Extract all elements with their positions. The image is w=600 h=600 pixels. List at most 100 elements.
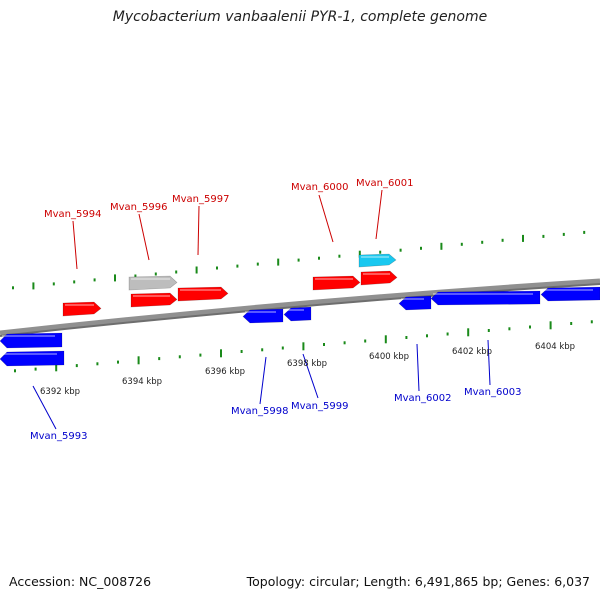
genome-summary-text: Topology: circular; Length: 6,491,865 bp… bbox=[246, 574, 590, 589]
genome-backbone-shadow bbox=[0, 283, 600, 337]
leader-line bbox=[259, 356, 267, 405]
leader-line bbox=[197, 205, 200, 256]
lower-tick-mark bbox=[549, 321, 552, 330]
lower-tick-mark bbox=[343, 341, 346, 345]
upper-tick-mark bbox=[481, 240, 484, 244]
axis-tick-label: 6398 kbp bbox=[287, 359, 327, 369]
gene-name[interactable]: Mvan_6003 bbox=[464, 387, 521, 398]
lower-tick-mark bbox=[75, 364, 78, 368]
gene-label-mvan-5996[interactable]: Mvan_5996 bbox=[110, 202, 167, 261]
gene-arrow-mvan-6003 bbox=[430, 290, 541, 306]
leader-line bbox=[375, 189, 383, 240]
upper-tick-mark bbox=[134, 274, 137, 278]
lower-tick-mark bbox=[323, 343, 325, 346]
gene-label-mvan-6001[interactable]: Mvan_6001 bbox=[356, 178, 413, 240]
lower-tick-mark bbox=[446, 332, 449, 336]
upper-tick-mark bbox=[338, 254, 341, 258]
gene-label-mvan-5993[interactable]: Mvan_5993 bbox=[30, 385, 87, 442]
leader-line bbox=[416, 343, 420, 392]
gene-arrow-mvan-6004 bbox=[540, 286, 600, 302]
upper-tick-mark bbox=[522, 234, 524, 242]
gene-arrow-mvan-6001-highlight bbox=[358, 253, 397, 268]
upper-tick-mark bbox=[216, 266, 218, 270]
gene-name[interactable]: Mvan_5998 bbox=[231, 406, 288, 417]
lower-tick-row bbox=[14, 320, 593, 373]
lower-tick-mark bbox=[96, 362, 99, 366]
upper-tick-mark bbox=[440, 242, 443, 250]
lower-tick-mark bbox=[467, 328, 470, 337]
gene-name[interactable]: Mvan_5994 bbox=[44, 209, 101, 220]
lower-tick-mark bbox=[14, 369, 16, 373]
gene-label-mvan-6003[interactable]: Mvan_6003 bbox=[464, 339, 521, 398]
leader-line bbox=[32, 385, 57, 430]
gene-name[interactable]: Mvan_6002 bbox=[394, 393, 451, 404]
upper-tick-mark bbox=[277, 258, 280, 266]
upper-tick-mark bbox=[256, 262, 259, 266]
lower-tick-mark bbox=[364, 339, 367, 343]
lower-tick-mark bbox=[220, 349, 222, 358]
title: Mycobacterium vanbaalenii PYR-1, complet… bbox=[112, 9, 488, 25]
axis-tick-label: 6402 kbp bbox=[452, 347, 492, 357]
upper-tick-mark bbox=[114, 274, 116, 282]
upper-tick-mark bbox=[93, 278, 96, 282]
gene-arrow-mvan-5993b bbox=[0, 350, 65, 367]
lower-tick-mark bbox=[405, 336, 408, 339]
upper-tick-mark bbox=[542, 234, 545, 238]
gene-name[interactable]: Mvan_6000 bbox=[291, 182, 348, 193]
leader-line bbox=[302, 353, 319, 399]
upper-tick-mark bbox=[175, 270, 178, 274]
gene-name[interactable]: Mvan_5999 bbox=[291, 401, 348, 412]
lower-tick-mark bbox=[426, 334, 428, 338]
lower-tick-mark bbox=[302, 342, 305, 351]
lower-tick-mark bbox=[240, 350, 243, 353]
gene-features bbox=[0, 253, 600, 367]
leader-line bbox=[72, 220, 78, 270]
gene-name[interactable]: Mvan_5993 bbox=[30, 431, 87, 442]
leader-line bbox=[487, 339, 491, 386]
lower-tick-mark bbox=[34, 367, 37, 371]
upper-tick-mark bbox=[236, 264, 239, 268]
upper-tick-mark bbox=[297, 258, 300, 262]
upper-tick-mark bbox=[52, 282, 55, 286]
lower-tick-mark bbox=[570, 322, 573, 325]
gene-label-mvan-5997[interactable]: Mvan_5997 bbox=[172, 194, 229, 256]
gene-labels: Mvan_5993 Mvan_5994 Mvan_5996 Mvan_5997 Mvan… bbox=[30, 178, 521, 442]
upper-tick-mark bbox=[562, 232, 565, 236]
upper-tick-row bbox=[12, 230, 586, 290]
gene-arrow-mvan-6001 bbox=[360, 270, 398, 286]
gene-label-mvan-5999[interactable]: Mvan_5999 bbox=[291, 353, 348, 412]
lower-tick-mark bbox=[281, 346, 284, 350]
gene-label-mvan-6002[interactable]: Mvan_6002 bbox=[394, 343, 451, 404]
gene-arrow-mvan-5999 bbox=[283, 306, 312, 322]
upper-tick-mark bbox=[358, 250, 361, 258]
gene-label-mvan-5994[interactable]: Mvan_5994 bbox=[44, 209, 101, 270]
gene-name[interactable]: Mvan_6001 bbox=[356, 178, 413, 189]
gene-name[interactable]: Mvan_5997 bbox=[172, 194, 229, 205]
gene-arrow-mvan-5994 bbox=[62, 301, 102, 317]
lower-tick-mark bbox=[199, 353, 202, 357]
upper-tick-mark bbox=[154, 272, 157, 276]
gene-arrow-mvan-5997 bbox=[177, 286, 229, 302]
gene-arrow-mvan-5993 bbox=[0, 332, 63, 349]
lower-tick-mark bbox=[117, 360, 119, 364]
lower-tick-mark bbox=[178, 355, 181, 359]
genome-backbone bbox=[0, 278, 600, 336]
upper-tick-mark bbox=[73, 280, 76, 284]
upper-tick-mark bbox=[195, 266, 198, 274]
lower-tick-mark bbox=[261, 348, 264, 352]
axis-tick-label: 6404 kbp bbox=[535, 342, 575, 352]
lower-tick-mark bbox=[158, 357, 161, 361]
axis-tick-label: 6392 kbp bbox=[40, 387, 80, 397]
lower-tick-mark bbox=[137, 356, 140, 365]
axis-tick-label: 6396 kbp bbox=[205, 367, 245, 377]
gene-arrow-mvan-5996b bbox=[130, 292, 178, 308]
gene-name[interactable]: Mvan_5996 bbox=[110, 202, 167, 213]
upper-tick-mark bbox=[12, 286, 14, 290]
axis-tick-label: 6400 kbp bbox=[369, 352, 409, 362]
gene-arrow-mvan-5998 bbox=[242, 308, 284, 324]
gene-label-mvan-5998[interactable]: Mvan_5998 bbox=[231, 356, 288, 417]
gene-label-mvan-6000[interactable]: Mvan_6000 bbox=[291, 182, 348, 243]
leader-line bbox=[318, 194, 334, 243]
lower-tick-mark bbox=[384, 335, 387, 344]
